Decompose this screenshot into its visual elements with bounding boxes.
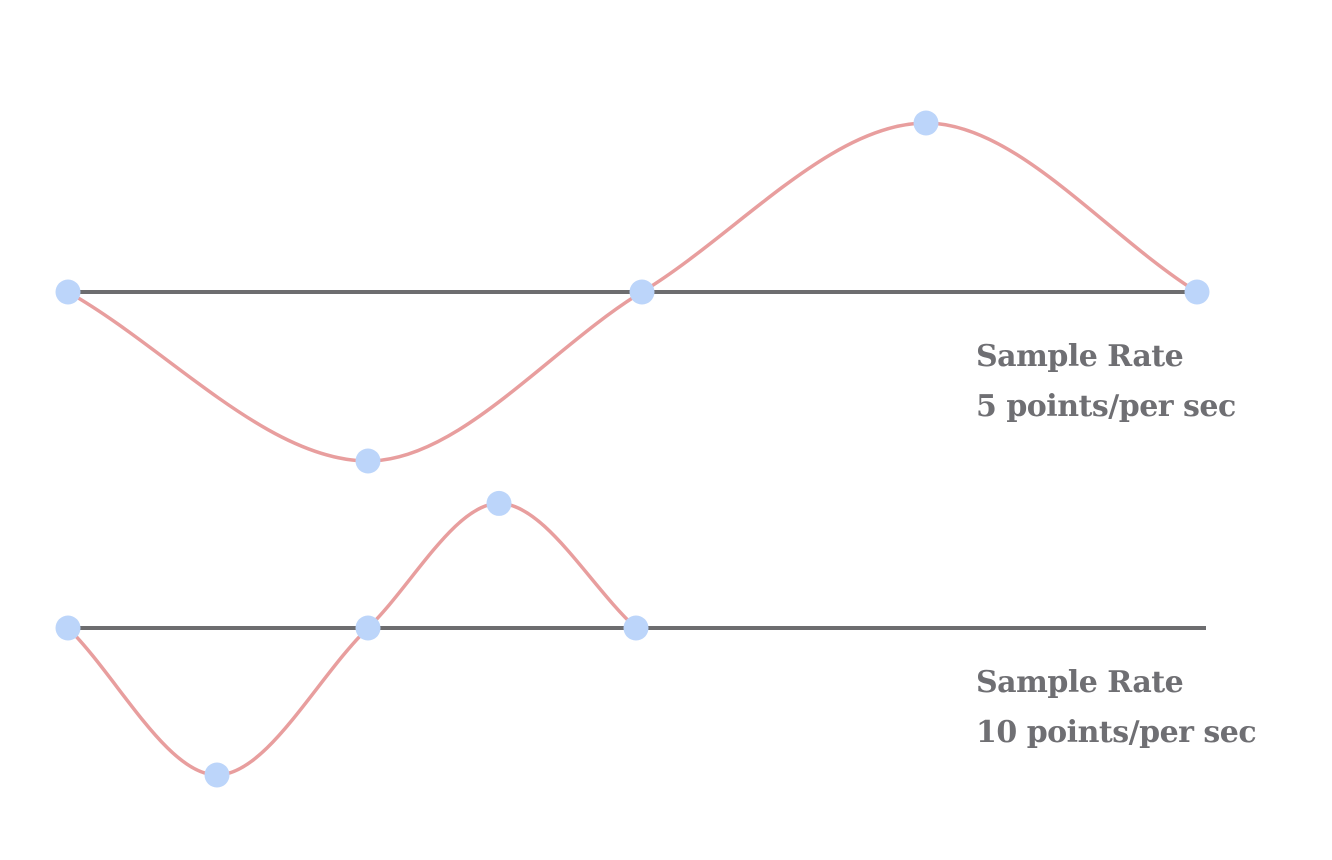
sample-point-1 [204, 762, 230, 788]
sample-point-3 [913, 110, 939, 136]
sample-point-4 [623, 615, 649, 641]
sample-point-0 [55, 615, 81, 641]
sample-rate-label-5: Sample Rate 5 points/per sec [976, 332, 1236, 432]
sample-point-2 [629, 279, 655, 305]
sample-rate-value: 10 points/per sec [976, 715, 1257, 750]
sample-points [55, 110, 1210, 474]
sample-point-2 [355, 615, 381, 641]
sample-rate-value: 5 points/per sec [976, 389, 1236, 424]
sample-panel-5-per-sec [55, 110, 1210, 474]
sample-point-1 [355, 448, 381, 474]
sample-points [55, 490, 649, 788]
sample-rate-title: Sample Rate [976, 665, 1184, 700]
sample-rate-title: Sample Rate [976, 339, 1184, 374]
sample-point-3 [486, 490, 512, 516]
sample-rate-label-10: Sample Rate 10 points/per sec [976, 658, 1257, 758]
sample-panel-10-per-sec [55, 490, 1206, 788]
sample-point-0 [55, 279, 81, 305]
sample-point-4 [1184, 279, 1210, 305]
sampled-wave [66, 501, 638, 777]
